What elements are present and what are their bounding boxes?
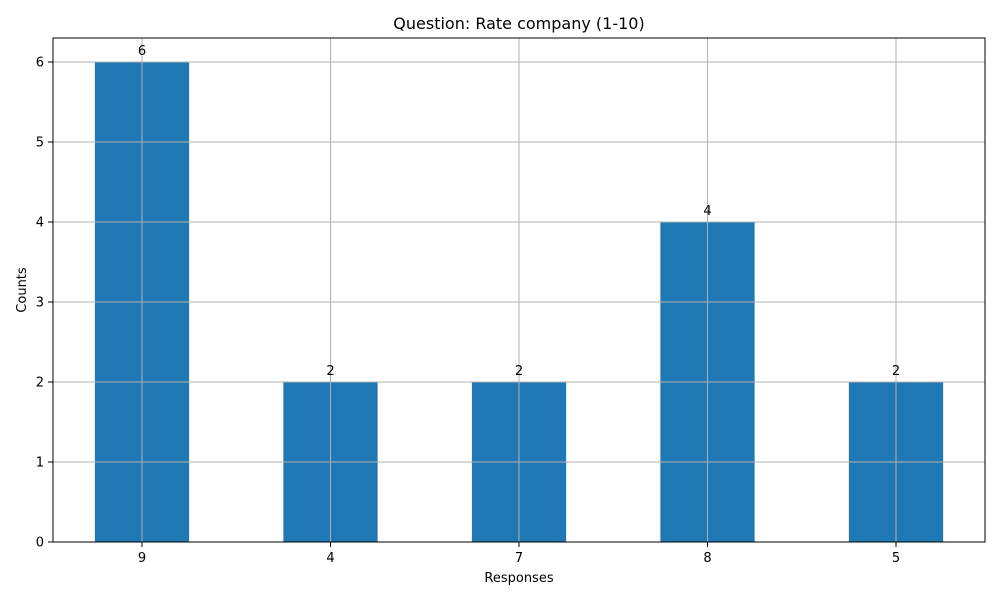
bar-data-label: 6	[138, 44, 146, 59]
y-axis-label: Counts	[15, 267, 30, 313]
x-tick-label: 7	[515, 551, 523, 566]
bar-data-label: 2	[515, 364, 523, 379]
x-tick-label: 5	[892, 551, 900, 566]
data-labels-layer: 6 2 2 4 2	[138, 44, 900, 379]
bar-data-label: 2	[892, 364, 900, 379]
y-tick-label: 4	[36, 216, 44, 231]
y-tick-label: 2	[36, 376, 44, 391]
ticks-layer: 0 1 2 3 4 5 6 9 4 7 8 5	[36, 56, 900, 567]
x-tick-label: 4	[326, 551, 334, 566]
x-tick-label: 9	[138, 551, 146, 566]
overlay-grid-layer	[53, 38, 985, 543]
y-tick-label: 3	[36, 296, 44, 311]
chart-title: Question: Rate company (1-10)	[393, 14, 644, 33]
y-tick-label: 5	[36, 136, 44, 151]
bar-data-label: 4	[703, 204, 711, 219]
y-tick-label: 6	[36, 56, 44, 71]
x-axis-label: Responses	[484, 571, 553, 586]
bar-data-label: 2	[326, 364, 334, 379]
y-tick-label: 1	[36, 456, 44, 471]
y-tick-label: 0	[36, 536, 44, 551]
x-tick-label: 8	[703, 551, 711, 566]
